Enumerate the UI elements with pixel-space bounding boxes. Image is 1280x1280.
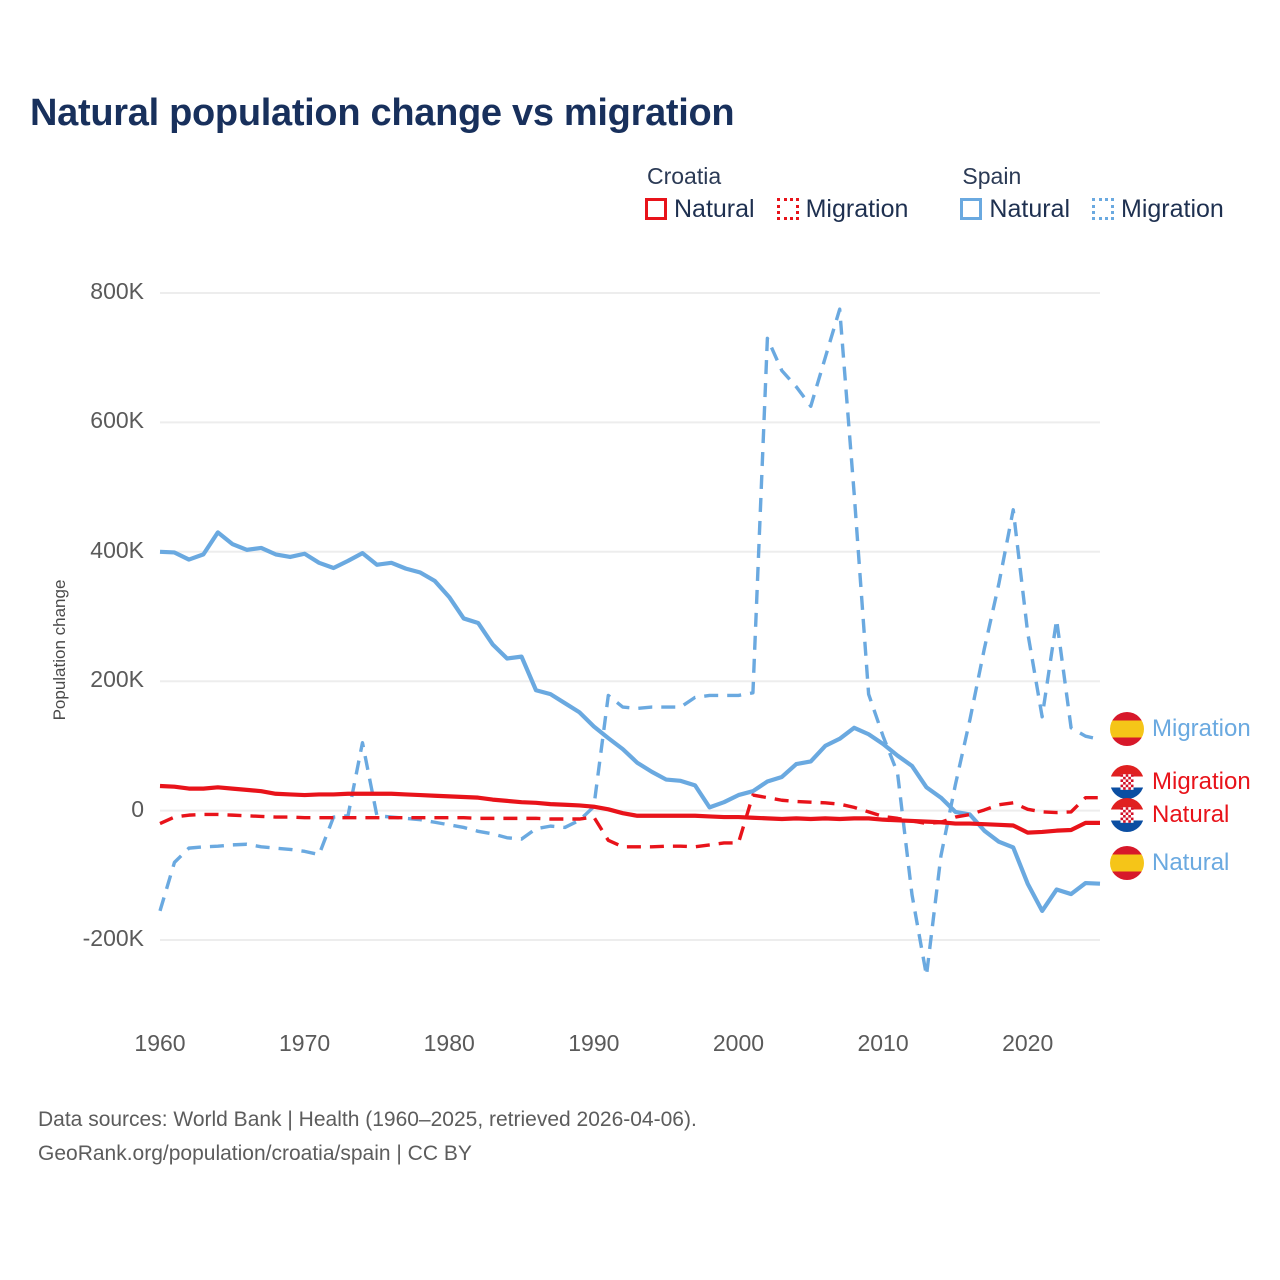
footer-attribution[interactable]: GeoRank.org/population/croatia/spain | C… [38, 1142, 472, 1166]
y-tick-label: 600K [90, 407, 144, 434]
legend-swatch-dotted-icon [776, 198, 799, 221]
series-line-spain-migration [158, 307, 1101, 978]
legend: Croatia Natural Migration Spain Natural [645, 163, 1224, 222]
x-tick-label: 1960 [134, 1030, 186, 1056]
y-axis-title: Population change [50, 579, 69, 721]
end-label-croatia-migration[interactable]: Migration [1110, 765, 1251, 799]
series-line-croatia-natural [159, 783, 1100, 835]
hr-flag-icon [1110, 798, 1144, 832]
y-tick-label: 400K [90, 536, 144, 563]
x-tick-label: 1970 [279, 1030, 331, 1056]
es-flag-icon [1110, 712, 1144, 746]
legend-item-spain-natural[interactable]: Natural [960, 194, 1071, 223]
legend-label-spain-natural: Natural [989, 194, 1071, 223]
x-tick-label: 2020 [1002, 1030, 1054, 1056]
footer-sources: Data sources: World Bank | Health (1960–… [38, 1108, 697, 1131]
legend-label-spain-migration: Migration [1121, 194, 1224, 223]
hr-flag-icon [1110, 765, 1144, 799]
end-label-spain-migration[interactable]: Migration [1110, 712, 1251, 746]
legend-swatch-solid-icon [645, 198, 667, 221]
legend-label-croatia-natural: Natural [674, 194, 755, 223]
y-tick-label: 800K [90, 278, 144, 304]
end-label-spain-natural[interactable]: Natural [1110, 846, 1229, 880]
x-tick-label: 2010 [857, 1030, 909, 1056]
hr-crest-icon [1120, 774, 1134, 790]
y-tick-label: 0 [131, 795, 144, 822]
series-line-croatia-migration [159, 793, 1100, 849]
x-tick-label: 2000 [712, 1030, 765, 1056]
x-tick-label: 1990 [568, 1030, 620, 1056]
end-label-text: Migration [1152, 768, 1251, 795]
series-line-spain-natural [159, 530, 1101, 913]
page-title: Natural population change vs migration [30, 92, 735, 134]
end-label-text: Natural [1152, 801, 1230, 828]
hr-crest-icon [1120, 807, 1134, 823]
legend-item-croatia-migration[interactable]: Migration [776, 194, 909, 223]
legend-swatch-solid-icon [960, 198, 983, 221]
legend-label-croatia-migration: Migration [805, 194, 909, 223]
series-lines [158, 307, 1101, 978]
es-flag-icon [1110, 846, 1144, 880]
end-label-croatia-natural[interactable]: Natural [1110, 798, 1229, 832]
legend-group-title-spain: Spain [962, 163, 1022, 189]
y-tick-label: -200K [82, 925, 144, 951]
end-label-text: Natural [1152, 849, 1230, 876]
end-label-text: Migration [1152, 715, 1251, 742]
x-tick-label: 1980 [423, 1030, 475, 1056]
gridlines [160, 292, 1100, 941]
legend-group-title-croatia: Croatia [647, 163, 722, 189]
legend-swatch-dotted-icon [1092, 198, 1115, 221]
y-tick-label: 200K [90, 666, 144, 693]
legend-item-croatia-natural[interactable]: Natural [645, 194, 755, 223]
legend-group-spain: Spain Natural Migration [960, 163, 1224, 223]
legend-item-spain-migration[interactable]: Migration [1092, 194, 1224, 223]
legend-group-croatia: Croatia Natural Migration [645, 163, 908, 222]
footer: Data sources: World Bank | Health (1960–… [38, 1103, 697, 1171]
